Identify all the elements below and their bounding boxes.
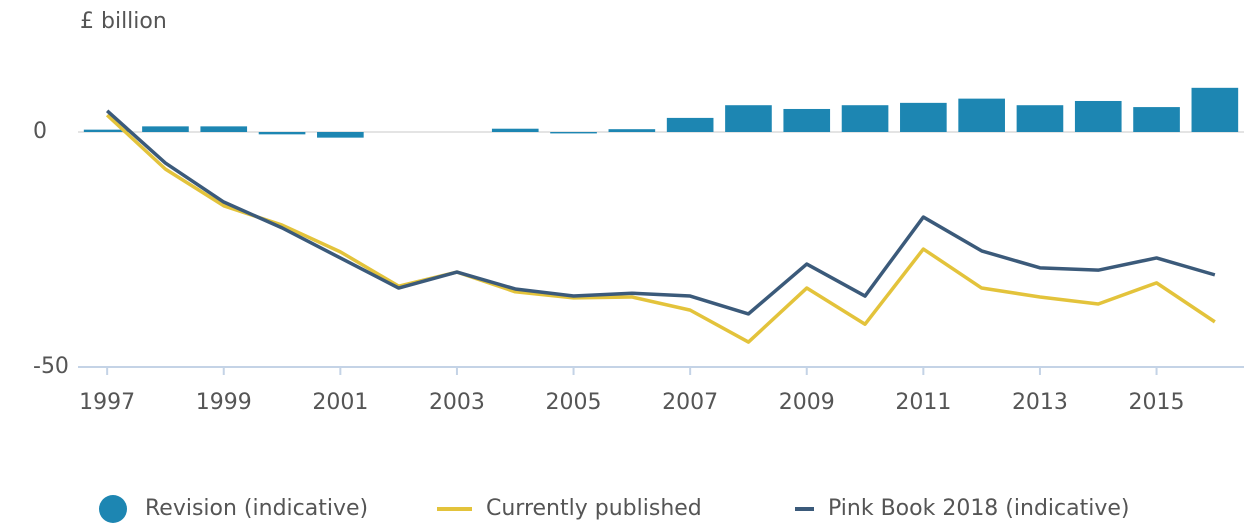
x-tick-label: 2011 bbox=[895, 390, 951, 415]
legend-label: Pink Book 2018 (indicative) bbox=[828, 496, 1129, 521]
bar bbox=[200, 126, 248, 132]
bar bbox=[1191, 87, 1239, 132]
x-tick-label: 2003 bbox=[429, 390, 485, 415]
bar bbox=[1133, 107, 1180, 132]
bar bbox=[491, 128, 539, 132]
x-tick-label: 1999 bbox=[196, 390, 252, 415]
x-tick-label: 2007 bbox=[662, 390, 718, 415]
legend-item: Currently published bbox=[437, 496, 702, 521]
bar bbox=[608, 129, 656, 132]
bar bbox=[783, 108, 831, 132]
bar bbox=[666, 117, 714, 132]
bar bbox=[841, 105, 889, 132]
y-axis-label: £ billion bbox=[80, 9, 167, 34]
bar bbox=[142, 126, 189, 132]
line bbox=[105, 113, 1216, 344]
x-tick-label: 1997 bbox=[79, 390, 135, 415]
legend-marker bbox=[99, 495, 127, 523]
y-tick-label: 0 bbox=[33, 119, 47, 144]
bar bbox=[550, 132, 597, 134]
bar bbox=[1074, 100, 1122, 132]
x-tick-label: 2001 bbox=[312, 390, 368, 415]
bar bbox=[258, 132, 306, 135]
bar bbox=[83, 129, 131, 132]
bar bbox=[900, 102, 947, 132]
legend-item: Pink Book 2018 (indicative) bbox=[795, 496, 1129, 521]
x-tick-label: 2013 bbox=[1012, 390, 1068, 415]
x-tick-label: 2005 bbox=[546, 390, 602, 415]
bar bbox=[317, 132, 364, 138]
legend-label: Currently published bbox=[486, 496, 702, 521]
bar bbox=[958, 98, 1005, 132]
bar bbox=[725, 105, 772, 132]
x-tick-label: 2009 bbox=[779, 390, 835, 415]
legend-label: Revision (indicative) bbox=[145, 496, 368, 521]
legend-item: Revision (indicative) bbox=[99, 495, 368, 523]
bar bbox=[1016, 105, 1064, 132]
y-tick-label: -50 bbox=[33, 354, 69, 379]
x-tick-label: 2015 bbox=[1129, 390, 1185, 415]
line bbox=[105, 109, 1216, 316]
